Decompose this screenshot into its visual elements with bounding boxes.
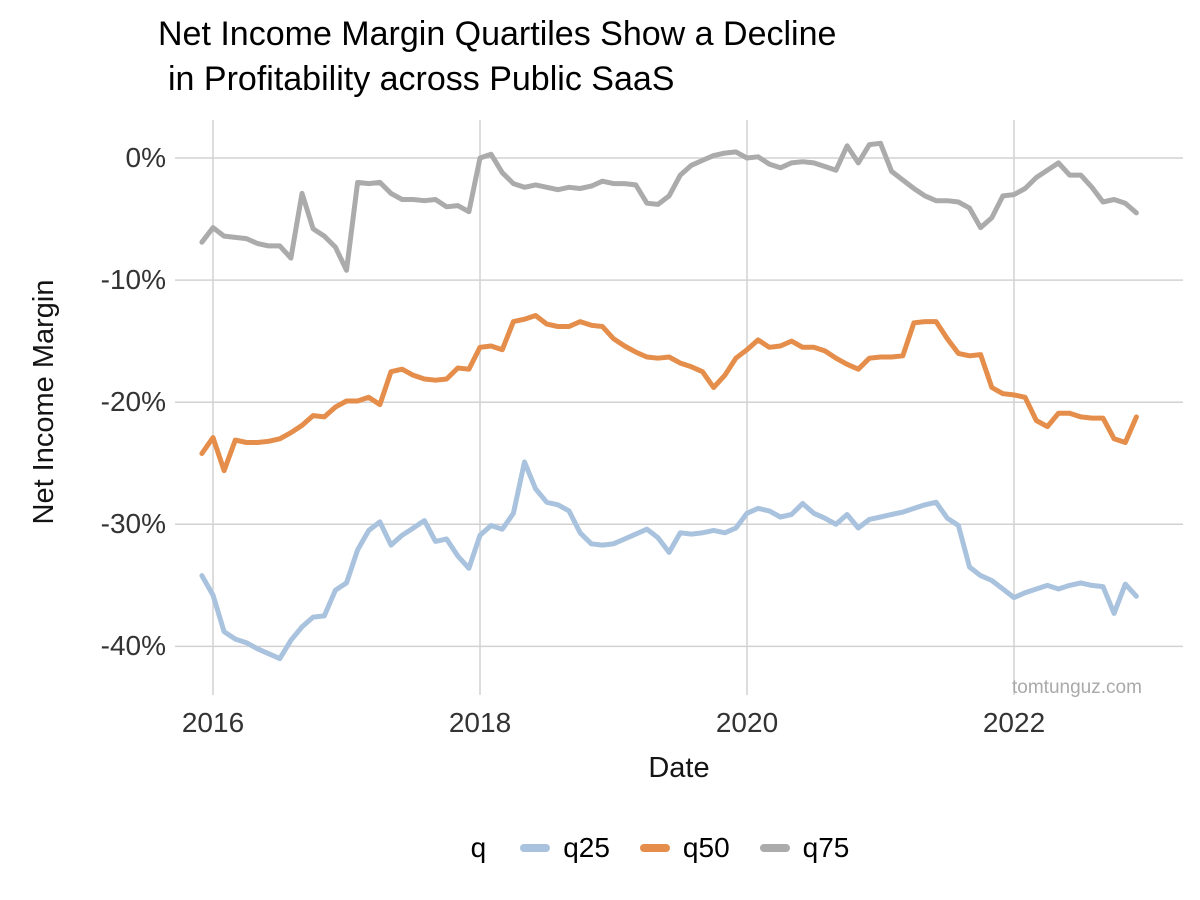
x-tick-label: 2018 xyxy=(448,707,512,738)
watermark: tomtunguz.com xyxy=(1012,677,1142,698)
legend: q q25 q50 q75 xyxy=(60,832,1200,864)
series-line-q25 xyxy=(199,459,1139,662)
legend-item-q25: q25 xyxy=(520,832,610,864)
legend-label-q75: q75 xyxy=(802,832,850,863)
y-tick-label: -40% xyxy=(100,630,166,662)
y-tick-label: -20% xyxy=(100,386,166,418)
legend-label-q50: q50 xyxy=(682,832,730,863)
legend-label-q25: q25 xyxy=(563,832,610,863)
legend-swatch-q50-icon xyxy=(639,844,670,852)
legend-swatch-q75-icon xyxy=(759,844,790,852)
series-line-q50 xyxy=(199,313,1139,474)
legend-swatch-q25-icon xyxy=(520,844,551,852)
y-tick-label: 0% xyxy=(125,142,166,173)
legend-item-q50: q50 xyxy=(639,832,730,864)
y-tick-label: -10% xyxy=(100,264,166,296)
y-tick-label: -30% xyxy=(100,508,166,540)
legend-item-q75: q75 xyxy=(759,832,850,864)
chart-title: Net Income Margin Quartiles Show a Decli… xyxy=(158,12,836,102)
x-axis-title: Date xyxy=(648,752,710,784)
x-tick-label: 2016 xyxy=(181,707,245,738)
chart-title-line1: Net Income Margin Quartiles Show a Decli… xyxy=(158,15,837,53)
x-tick-label: 2020 xyxy=(715,707,779,738)
x-tick-label: 2022 xyxy=(982,707,1046,738)
chart-title-line2: in Profitability across Public SaaS xyxy=(168,60,675,98)
series-line-q75 xyxy=(199,140,1139,273)
legend-title: q xyxy=(470,832,487,863)
